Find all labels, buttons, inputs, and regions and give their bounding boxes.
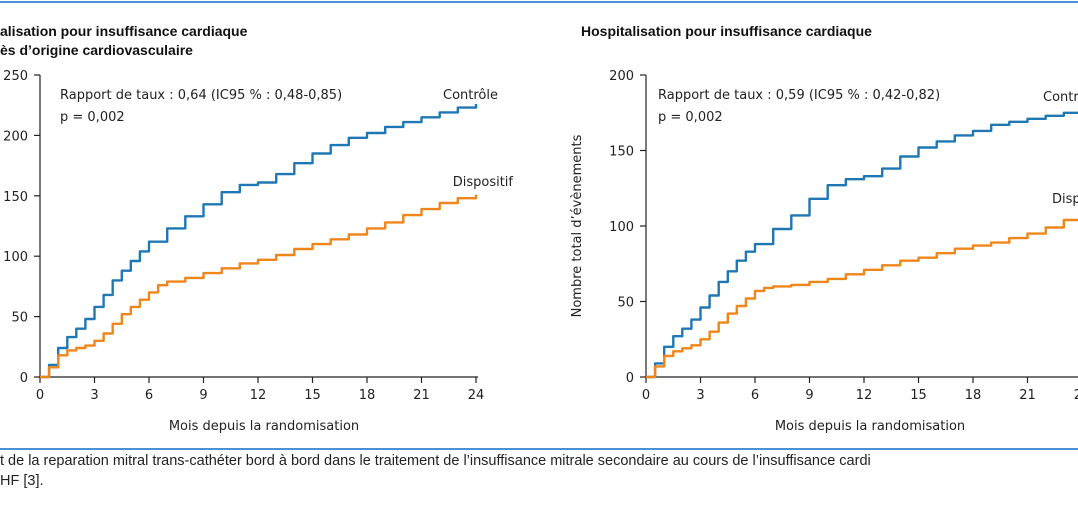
chart1-title-line-2: ès d’origine cardiovasculaire xyxy=(0,42,193,58)
chart1-series-dispositif-line xyxy=(40,194,478,379)
chart2-series-label-dispositif: Dispositif xyxy=(1052,192,1078,207)
chart2-x-tick-label: 21 xyxy=(1019,388,1036,403)
chart1-x-tick-label: 3 xyxy=(90,388,98,403)
figure-caption: t de la reparation mitral trans-cathéter… xyxy=(0,451,1078,491)
chart1-series-label-controle: Contrôle xyxy=(443,88,498,103)
chart1-y-tick-label: 200 xyxy=(3,129,28,144)
chart2-x-tick-label: 3 xyxy=(696,388,704,403)
bottom-rule xyxy=(0,448,1078,450)
figure: alisation pour insuffisance cardiaque ès … xyxy=(0,23,1078,434)
chart2-x-tick-label: 9 xyxy=(805,388,813,403)
chart1-title-line-1: alisation pour insuffisance cardiaque xyxy=(0,23,248,39)
chart2-x-tick-label: 18 xyxy=(965,388,982,403)
caption-line-2: HF [3]. xyxy=(0,473,44,489)
chart1-annotation-line-2: p = 0,002 xyxy=(60,110,125,125)
top-rule xyxy=(0,1,1078,3)
chart2-annotation-line-1: Rapport de taux : 0,59 (IC95 % : 0,42-0,… xyxy=(658,88,940,103)
chart2-y-tick-label: 100 xyxy=(609,220,634,235)
chart1-x-tick-label: 21 xyxy=(413,388,430,403)
chart1-x-tick-label: 18 xyxy=(359,388,376,403)
chart2-y-tick-label: 200 xyxy=(609,69,634,84)
chart2-x-tick-label: 15 xyxy=(910,388,927,403)
chart1-y-tick-label: 250 xyxy=(3,69,28,84)
chart2-y-tick-label: 150 xyxy=(609,145,634,160)
chart1-series-label-dispositif: Dispositif xyxy=(453,175,514,190)
chart1-x-tick-label: 6 xyxy=(145,388,153,403)
chart1-x-tick-label: 15 xyxy=(304,388,321,403)
chart2-x-tick-label: 6 xyxy=(751,388,759,403)
chart1-x-tick-label: 0 xyxy=(36,388,44,403)
chart1-y-tick-label: 100 xyxy=(3,250,28,265)
chart2-y-tick-label: 50 xyxy=(617,296,634,311)
chart1-x-tick-label: 9 xyxy=(199,388,207,403)
chart1-annotation-line-1: Rapport de taux : 0,64 (IC95 % : 0,48-0,… xyxy=(60,88,342,103)
chart1-x-tick-label: 24 xyxy=(468,388,485,403)
chart2-x-tick-label: 12 xyxy=(856,388,873,403)
chart2-x-axis-label: Mois depuis la randomisation xyxy=(775,419,965,434)
chart2-x-tick-label: 24 xyxy=(1074,388,1078,403)
caption-line-1: t de la reparation mitral trans-cathéter… xyxy=(0,453,871,469)
chart1-y-tick-label: 50 xyxy=(11,311,28,326)
chart2-x-tick-label: 0 xyxy=(642,388,650,403)
chart1-x-axis-label: Mois depuis la randomisation xyxy=(169,419,359,434)
chart2-series-label-controle: Contrôle xyxy=(1043,90,1078,105)
chart1-y-tick-label: 0 xyxy=(20,371,28,386)
chart2-title-line-1: Hospitalisation pour insuffisance cardia… xyxy=(581,23,872,39)
chart2-annotation-line-2: p = 0,002 xyxy=(658,110,723,125)
chart2-y-tick-label: 0 xyxy=(626,371,634,386)
chart2-series-controle-line xyxy=(646,111,1078,379)
chart1-x-tick-label: 12 xyxy=(250,388,267,403)
chart2-y-axis-label: Nombre total d’évènements xyxy=(570,134,585,317)
chart1-series-controle-line xyxy=(40,104,478,379)
chart1-y-tick-label: 150 xyxy=(3,190,28,205)
chart2-series-dispositif-line xyxy=(646,218,1078,379)
